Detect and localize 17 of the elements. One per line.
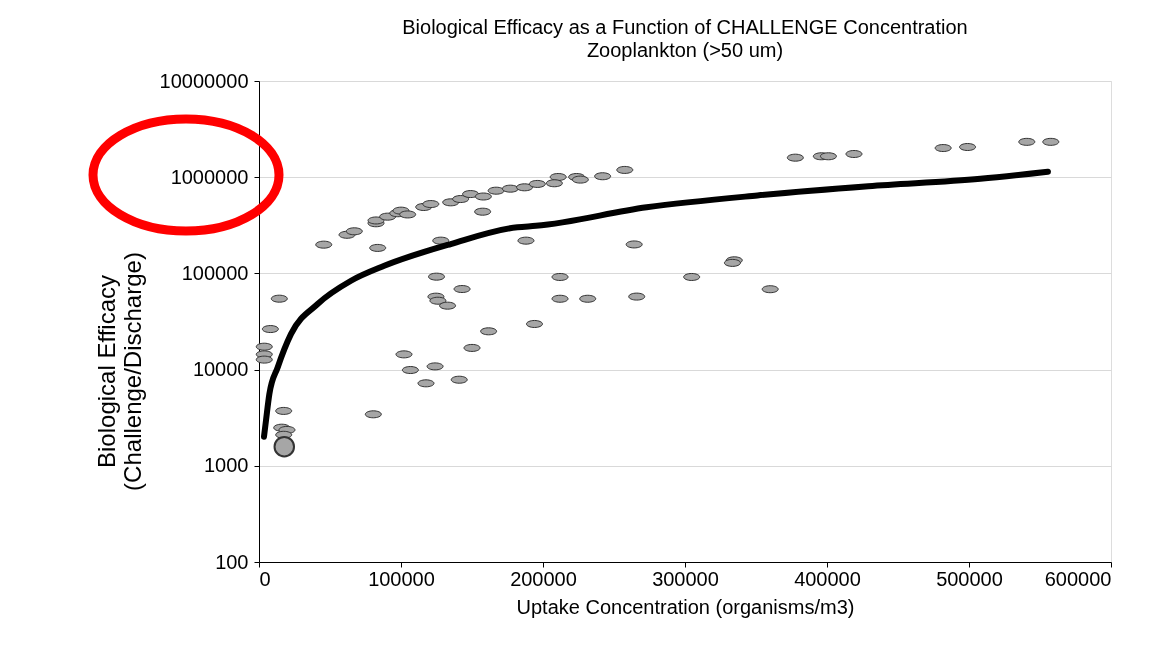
y-tick-label: 10000000	[159, 69, 249, 92]
y-tick-label: 1000000	[170, 165, 249, 188]
y-tick-label: 10000	[192, 358, 249, 381]
x-tick-label: 200000	[510, 567, 577, 590]
x-tick-label: 0	[259, 567, 271, 590]
y-tick-label: 100000	[181, 261, 249, 284]
x-tick-label: 100000	[368, 567, 435, 590]
x-tick-label: 300000	[652, 567, 719, 590]
x-tick-label: 600000	[1044, 567, 1112, 590]
x-axis-title: Uptake Concentration (organisms/m3)	[516, 595, 855, 618]
x-tick-label: 500000	[936, 567, 1003, 590]
chart-subtitle: Zooplankton (>50 um)	[586, 39, 784, 61]
y-tick-label: 1000	[204, 454, 249, 477]
x-tick-label: 400000	[794, 567, 861, 590]
y-axis-title: Biological Efficacy (Challenge/Discharge)	[92, 252, 146, 491]
y-tick-label: 100	[215, 550, 249, 573]
chart-title: Biological Efficacy as a Function of CHALLENGE Concentration	[402, 16, 968, 38]
